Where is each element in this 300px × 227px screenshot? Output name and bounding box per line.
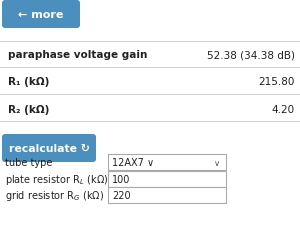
Text: paraphase voltage gain: paraphase voltage gain [8,50,147,60]
Text: ∨: ∨ [214,158,220,167]
Text: grid resistor R$_G$ (kΩ): grid resistor R$_G$ (kΩ) [5,188,104,202]
Text: R₂ (kΩ): R₂ (kΩ) [8,105,50,114]
Text: plate resistor R$_L$ (kΩ): plate resistor R$_L$ (kΩ) [5,172,109,186]
Text: ← more: ← more [18,10,64,20]
FancyBboxPatch shape [108,171,226,187]
Text: recalculate ↻: recalculate ↻ [9,143,89,153]
Text: 100: 100 [112,174,130,184]
Text: 220: 220 [112,190,130,200]
Text: 4.20: 4.20 [272,105,295,114]
Text: 52.38 (34.38 dB): 52.38 (34.38 dB) [207,50,295,60]
Text: tube type: tube type [5,157,52,167]
FancyBboxPatch shape [108,154,226,170]
Text: 12AX7 ∨: 12AX7 ∨ [112,157,154,167]
FancyBboxPatch shape [2,134,96,162]
Text: R₁ (kΩ): R₁ (kΩ) [8,77,50,87]
Text: 215.80: 215.80 [259,77,295,87]
FancyBboxPatch shape [108,187,226,203]
FancyBboxPatch shape [2,1,80,29]
